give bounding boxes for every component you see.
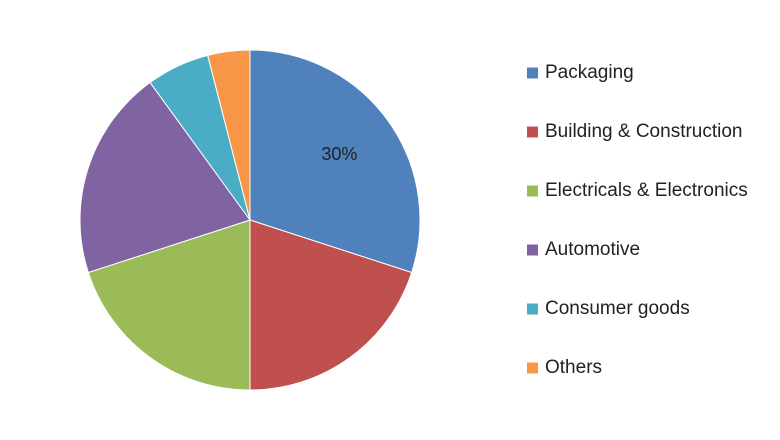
legend-label-automotive: Automotive: [545, 239, 640, 260]
legend-swatch-packaging: [527, 67, 538, 79]
legend-label-building-and-construction: Building & Construction: [545, 121, 743, 142]
legend-label-others: Others: [545, 357, 602, 378]
pie-slices: [79, 49, 421, 391]
data-label-packaging: 30%: [321, 144, 357, 164]
legend: Packaging Building & Construction Electric…: [527, 62, 748, 378]
data-labels: 30%: [321, 144, 357, 164]
pie-slice-packaging: [249, 49, 421, 274]
legend-swatch-automotive: [527, 244, 538, 256]
pie-slice-others: [207, 49, 251, 221]
legend-swatch-consumer-goods: [527, 303, 538, 315]
legend-swatch-building-and-construction: [527, 126, 538, 138]
legend-swatch-electricals-and-electronics: [527, 185, 538, 197]
pie-slice-electricals-and-electronics: [87, 219, 251, 391]
pie-slice-automotive: [79, 81, 251, 274]
pie-slice-building-and-construction: [249, 219, 413, 391]
legend-label-consumer-goods: Consumer goods: [545, 298, 690, 319]
legend-label-electricals-and-electronics: Electricals & Electronics: [545, 180, 748, 201]
legend-label-packaging: Packaging: [545, 62, 634, 83]
legend-swatch-others: [527, 362, 538, 374]
